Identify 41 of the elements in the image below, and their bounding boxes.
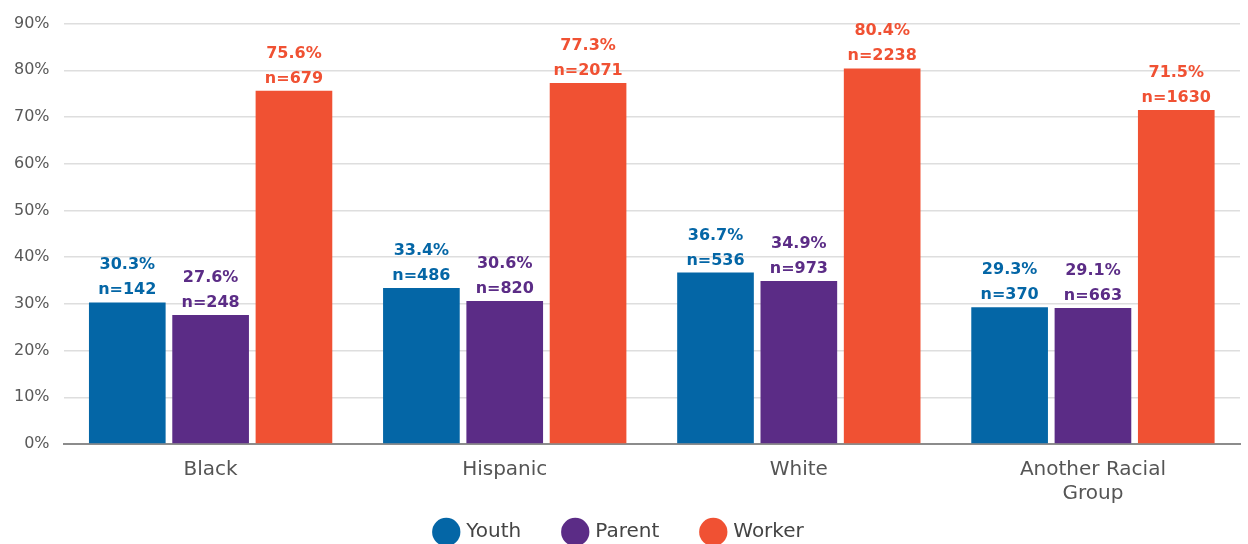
bar bbox=[677, 272, 754, 444]
x-tick-label: Hispanic bbox=[462, 456, 548, 481]
bar bbox=[88, 302, 166, 444]
bar bbox=[971, 307, 1048, 444]
y-tick-label: 10% bbox=[14, 386, 50, 406]
data-label: 36.7% n=536 bbox=[686, 224, 745, 269]
data-label: 29.1% n=663 bbox=[1063, 260, 1123, 305]
bar bbox=[843, 68, 921, 444]
bar bbox=[760, 280, 838, 444]
y-tick-label: 80% bbox=[14, 59, 50, 79]
data-label: 29.3% n=370 bbox=[980, 259, 1039, 304]
bar bbox=[1054, 308, 1132, 444]
x-tick-label: White bbox=[769, 456, 828, 481]
data-label: 80.4% n=2238 bbox=[847, 20, 917, 65]
data-label: 27.6% n=248 bbox=[181, 267, 240, 312]
legend-label: Worker bbox=[733, 518, 805, 543]
x-tick-label: Black bbox=[183, 456, 239, 481]
y-tick-label: 90% bbox=[14, 12, 50, 32]
data-label: 71.5% n=1630 bbox=[1141, 62, 1211, 107]
y-tick-label: 0% bbox=[24, 433, 50, 453]
y-tick-label: 30% bbox=[14, 293, 50, 313]
legend-label: Youth bbox=[465, 518, 522, 543]
data-label: 75.6% n=679 bbox=[264, 42, 324, 87]
bar bbox=[1137, 110, 1215, 444]
bar bbox=[172, 315, 249, 444]
data-label: 30.3% n=142 bbox=[98, 254, 157, 299]
y-tick-label: 20% bbox=[14, 339, 50, 359]
bar bbox=[255, 90, 333, 444]
x-tick-label: Another Racial Group bbox=[1019, 456, 1166, 505]
data-label: 33.4% n=486 bbox=[392, 239, 451, 284]
bar bbox=[549, 82, 627, 444]
bar bbox=[466, 301, 544, 444]
y-tick-label: 50% bbox=[14, 199, 50, 219]
data-label: 34.9% n=973 bbox=[769, 232, 828, 277]
y-tick-label: 40% bbox=[14, 246, 50, 266]
y-tick-label: 60% bbox=[14, 152, 50, 172]
bar bbox=[383, 287, 460, 444]
legend-label: Parent bbox=[595, 518, 660, 543]
y-tick-label: 70% bbox=[14, 106, 50, 126]
data-label: 77.3% n=2071 bbox=[553, 34, 623, 79]
data-label: 30.6% n=820 bbox=[475, 253, 534, 298]
